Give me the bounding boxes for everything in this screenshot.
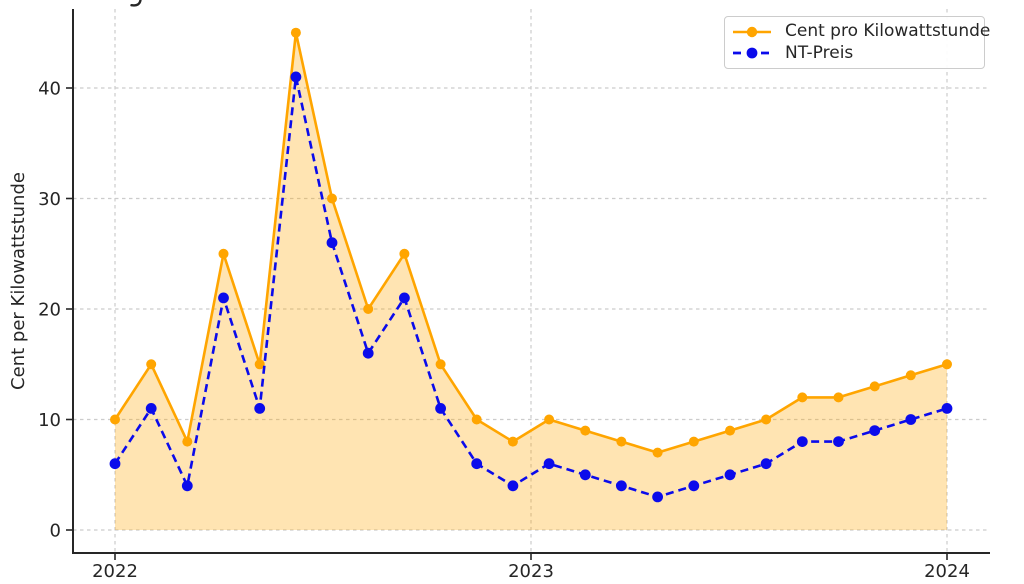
y-tick-label: 0 <box>50 521 61 542</box>
legend-line-sample-dashed-icon <box>733 47 771 59</box>
data-point-marker <box>761 414 772 425</box>
data-point-marker <box>218 292 229 304</box>
data-point-marker <box>399 292 410 304</box>
data-point-marker <box>182 436 193 447</box>
data-point-marker <box>688 436 699 447</box>
data-point-marker <box>905 414 917 425</box>
data-point-marker <box>652 491 663 503</box>
legend-item-nt-preis: NT-Preis <box>731 43 976 65</box>
data-point-marker <box>363 304 374 314</box>
y-tick-label: 20 <box>38 300 61 321</box>
legend: Cent pro Kilowattstunde NT-Preis <box>724 16 990 69</box>
y-tick-label: 30 <box>38 189 61 210</box>
data-point-marker <box>507 436 518 447</box>
y-axis-label: Cent per Kilowattstunde <box>8 172 29 390</box>
data-point-marker <box>543 458 555 470</box>
data-point-marker <box>326 237 338 249</box>
data-point-marker <box>869 381 880 392</box>
data-point-marker <box>580 425 591 436</box>
data-point-marker <box>869 425 881 436</box>
data-point-marker <box>146 359 157 370</box>
data-point-marker <box>833 436 844 447</box>
data-point-marker <box>399 248 410 259</box>
data-point-marker <box>942 359 952 370</box>
area-fill <box>115 32 947 530</box>
data-point-marker <box>796 436 808 447</box>
data-point-marker <box>327 193 337 204</box>
data-point-marker <box>362 347 374 359</box>
data-point-marker <box>724 469 736 481</box>
x-tick-label: 2024 <box>924 561 970 582</box>
data-point-marker <box>507 480 519 492</box>
legend-line-sample-solid-icon <box>733 26 771 37</box>
data-point-marker <box>616 480 627 492</box>
x-tick-label: 2022 <box>92 561 138 582</box>
data-point-marker <box>941 403 953 414</box>
data-point-marker <box>797 392 808 403</box>
x-tick-label: 2023 <box>508 561 554 582</box>
data-point-marker <box>435 403 446 414</box>
data-point-marker <box>254 359 265 370</box>
data-point-marker <box>181 480 193 492</box>
data-point-marker <box>290 71 302 83</box>
y-tick-label: 10 <box>38 410 61 431</box>
data-point-marker <box>760 458 772 470</box>
legend-label: NT-Preis <box>785 42 854 63</box>
data-point-marker <box>145 403 157 414</box>
y-tick-label: 40 <box>38 79 61 100</box>
plot-layer: 0 10 20 30 40 2022 2023 2024 <box>38 9 990 582</box>
data-point-marker <box>833 392 844 403</box>
data-point-marker <box>290 27 301 38</box>
data-point-marker <box>218 248 229 259</box>
series-line-0 <box>113 31 948 454</box>
data-point-marker <box>471 414 482 425</box>
data-point-marker <box>616 436 627 447</box>
data-point-marker <box>725 425 735 436</box>
data-point-marker <box>254 403 266 414</box>
clipped-title-fragment <box>130 0 142 7</box>
data-point-marker <box>435 359 446 370</box>
data-point-marker <box>110 414 120 425</box>
legend-label: Cent pro Kilowattstunde <box>785 21 991 42</box>
data-point-marker <box>109 458 121 470</box>
data-point-marker <box>544 414 555 425</box>
data-point-marker <box>652 447 663 458</box>
data-point-marker <box>471 458 483 470</box>
data-point-marker <box>579 469 591 481</box>
data-point-marker <box>688 480 700 492</box>
legend-item-cent-pro-kilowattstunde: Cent pro Kilowattstunde <box>731 21 990 43</box>
data-point-marker <box>905 370 916 381</box>
